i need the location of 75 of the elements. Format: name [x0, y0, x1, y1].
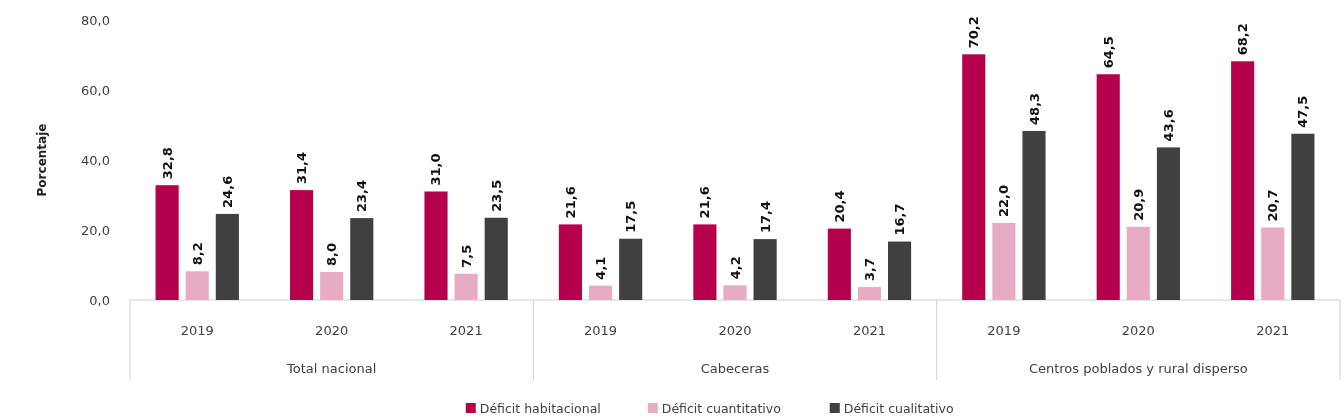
bar: [827, 228, 851, 300]
y-tick-label: 20,0: [81, 222, 110, 238]
bar: [350, 218, 374, 300]
data-label: 20,7: [1265, 189, 1281, 222]
x-tick-label: 2021: [852, 322, 886, 338]
data-label: 16,7: [892, 203, 908, 236]
data-label: 22,0: [996, 184, 1012, 217]
text: Total nacional: [286, 360, 377, 376]
bar: [723, 285, 747, 300]
x-tick-label: 2020: [1121, 322, 1155, 338]
text: Cabeceras: [700, 360, 770, 376]
bar: [1261, 227, 1285, 300]
data-label: 64,5: [1100, 36, 1116, 69]
data-label: 24,6: [219, 175, 235, 208]
bar: [424, 191, 448, 300]
data-label: 20,4: [831, 190, 847, 223]
legend-label: Déficit habitacional: [479, 400, 601, 416]
bar: [888, 241, 912, 300]
bar: [558, 224, 582, 300]
data-label: 32,8: [159, 147, 175, 180]
bar: [857, 287, 882, 300]
data-label: 23,5: [488, 179, 504, 212]
x-tick-label: 2020: [315, 322, 349, 338]
bar: [1096, 74, 1120, 300]
bar: [588, 285, 613, 300]
bar: [693, 224, 717, 300]
legend-label: Déficit cualitativo: [843, 400, 954, 416]
bar: [454, 273, 478, 300]
x-tick-label: 2019: [180, 322, 214, 338]
legend-label: Déficit cuantitativo: [661, 400, 781, 416]
data-label: 17,4: [757, 201, 773, 234]
data-label: 70,2: [966, 16, 982, 49]
x-tick-label: 2021: [449, 322, 483, 338]
bar: [1022, 130, 1046, 300]
x-tick-label: 2019: [584, 322, 618, 338]
data-label: 8,2: [189, 242, 205, 266]
bar: [962, 54, 986, 300]
data-label: 47,5: [1295, 95, 1311, 128]
data-label: 21,6: [697, 186, 713, 219]
data-label: 20,9: [1130, 188, 1146, 221]
y-tick-label: 0,0: [89, 292, 110, 308]
y-tick-label: 40,0: [81, 152, 110, 168]
data-label: 4,1: [593, 256, 609, 280]
data-label: 8,0: [324, 242, 340, 266]
bar: [619, 238, 643, 300]
bar: [753, 239, 777, 300]
y-tick-label: 60,0: [81, 82, 110, 98]
bar: [1231, 61, 1255, 300]
bar: [1156, 147, 1181, 300]
data-label: 43,6: [1160, 109, 1176, 142]
bar: [215, 213, 239, 300]
data-label: 48,3: [1026, 92, 1042, 125]
x-tick-label: 2020: [718, 322, 752, 338]
bar: [185, 271, 209, 300]
y-tick-label: 80,0: [81, 12, 110, 28]
data-label: 31,0: [428, 153, 444, 186]
bar: [320, 272, 344, 300]
text: Centros poblados y rural disperso: [1028, 360, 1248, 376]
data-label: 17,5: [623, 200, 639, 233]
data-label: 21,6: [562, 186, 578, 219]
data-label: 23,4: [354, 180, 370, 213]
data-label: 68,2: [1235, 23, 1251, 56]
data-label: 31,4: [294, 152, 310, 185]
bar: [484, 217, 508, 300]
bar: [992, 223, 1016, 300]
bar: [1291, 133, 1315, 300]
y-axis-title: Porcentaje: [35, 123, 49, 197]
data-label: 4,2: [727, 256, 743, 280]
bar: [1126, 226, 1150, 300]
x-tick-label: 2021: [1256, 322, 1290, 338]
x-tick-label: 2019: [987, 322, 1021, 338]
bar: [155, 185, 179, 300]
bar: [289, 190, 314, 300]
data-label: 3,7: [861, 258, 877, 282]
data-label: 7,5: [458, 244, 474, 268]
